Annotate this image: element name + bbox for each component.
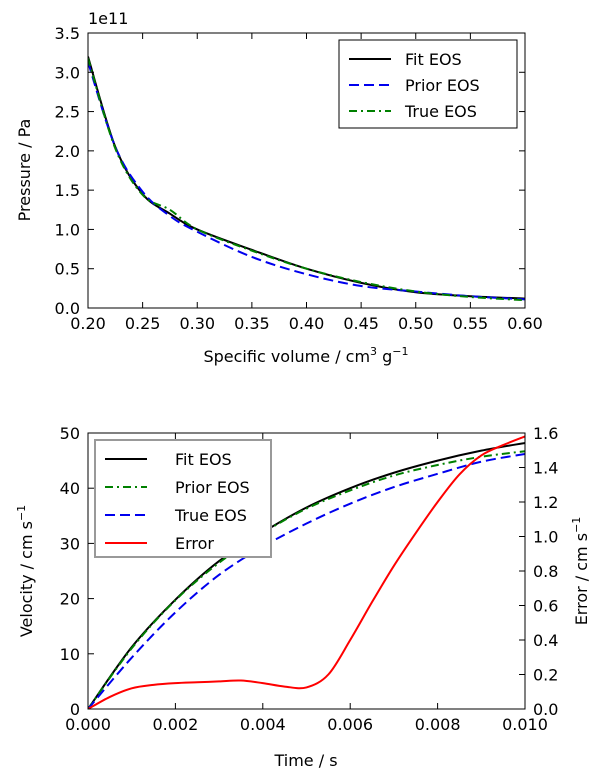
c1-y-right-tick-label: 1.2 xyxy=(533,493,558,512)
c1-y-tick-label: 40 xyxy=(60,479,80,498)
c1-legend-label: Error xyxy=(175,534,214,553)
c1-y-axis-label: Velocity / cm s−1 xyxy=(15,505,36,637)
c1-y-tick-label: 0 xyxy=(70,700,80,719)
c0-x-axis-label: Specific volume / cm3 g−1 xyxy=(203,345,408,366)
c0-y-tick-label: 2.0 xyxy=(55,142,80,161)
c1-y-tick-label: 20 xyxy=(60,590,80,609)
c0-legend: Fit EOS Prior EOS True EOS xyxy=(338,39,518,129)
c1-legend-label: Prior EOS xyxy=(175,478,250,497)
c1-y-right-tick-label: 0.2 xyxy=(533,666,558,685)
c1-y-right-tick-label: 0.0 xyxy=(533,700,558,719)
c1-ticks: 0.000 0.002 0.004 0.006 0.008 0.010 0 10 20 30 40 5… xyxy=(60,424,559,734)
c0-x-tick-label: 0.35 xyxy=(234,314,270,333)
c0-ticks: 0.20 0.25 0.30 0.35 0.40 0.45 0.50 0.55 0.60 0.0 0… xyxy=(55,24,543,333)
c0-y-tick-label: 3.0 xyxy=(55,63,80,82)
c0-series-lines xyxy=(88,56,525,302)
c0-series-line-true-eos xyxy=(88,57,525,302)
c0-y-tick-label: 0.5 xyxy=(55,260,80,279)
c1-y-right-tick-label: 1.4 xyxy=(533,459,558,478)
c1-legend: Fit EOS Prior EOS True EOS Error xyxy=(94,439,272,558)
c1-y-right-tick-label: 0.6 xyxy=(533,597,558,616)
c1-x-tick-label: 0.004 xyxy=(240,715,286,734)
eos-pressure-chart: 0.20 0.25 0.30 0.35 0.40 0.45 0.50 0.55 0.60 0.0 0… xyxy=(15,9,543,366)
c1-x-tick-label: 0.002 xyxy=(152,715,198,734)
c1-y-right-tick-label: 0.8 xyxy=(533,562,558,581)
c0-x-tick-label: 0.60 xyxy=(507,314,543,333)
c1-series-line-error xyxy=(88,435,525,709)
c1-x-axis-label: Time / s xyxy=(273,751,337,770)
c1-y-tick-label: 30 xyxy=(60,534,80,553)
c1-y-right-axis-label: Error / cm s−1 xyxy=(570,517,591,626)
c0-legend-label: Prior EOS xyxy=(405,76,480,95)
c1-legend-box xyxy=(94,439,272,558)
c0-legend-label: Fit EOS xyxy=(405,50,462,69)
c1-y-tick-label: 50 xyxy=(60,424,80,443)
c1-series-line-prior-eos xyxy=(88,450,525,709)
c1-x-tick-label: 0.008 xyxy=(415,715,461,734)
c1-x-tick-label: 0.006 xyxy=(327,715,373,734)
c1-legend-label: True EOS xyxy=(174,506,247,525)
c0-y-tick-label: 1.5 xyxy=(55,181,80,200)
c0-y-tick-label: 3.5 xyxy=(55,24,80,43)
c1-series-line-true-eos xyxy=(88,452,525,709)
c1-legend-label: Fit EOS xyxy=(175,450,232,469)
c0-x-tick-label: 0.40 xyxy=(289,314,325,333)
c0-x-tick-label: 0.30 xyxy=(179,314,215,333)
c0-offset-label: 1e11 xyxy=(88,9,128,28)
c0-x-tick-label: 0.55 xyxy=(453,314,489,333)
c0-y-tick-label: 0.0 xyxy=(55,299,80,318)
c0-y-axis-label: Pressure / Pa xyxy=(15,119,34,222)
c0-x-tick-label: 0.50 xyxy=(398,314,434,333)
c1-y-right-tick-label: 1.6 xyxy=(533,424,558,443)
velocity-error-chart: 0.000 0.002 0.004 0.006 0.008 0.010 0 10 20 30 40 5… xyxy=(15,424,591,770)
c1-y-right-tick-label: 1.0 xyxy=(533,528,558,547)
c1-y-tick-label: 10 xyxy=(60,645,80,664)
c0-x-tick-label: 0.20 xyxy=(70,314,106,333)
c0-y-tick-label: 1.0 xyxy=(55,220,80,239)
c1-x-tick-label: 0.000 xyxy=(65,715,111,734)
c0-x-tick-label: 0.45 xyxy=(343,314,379,333)
c0-y-tick-label: 2.5 xyxy=(55,103,80,122)
c0-legend-label: True EOS xyxy=(404,102,477,121)
c1-y-right-tick-label: 0.4 xyxy=(533,631,558,650)
c1-x-tick-label: 0.010 xyxy=(502,715,548,734)
c1-series-lines xyxy=(88,435,525,709)
c0-x-tick-label: 0.25 xyxy=(125,314,161,333)
